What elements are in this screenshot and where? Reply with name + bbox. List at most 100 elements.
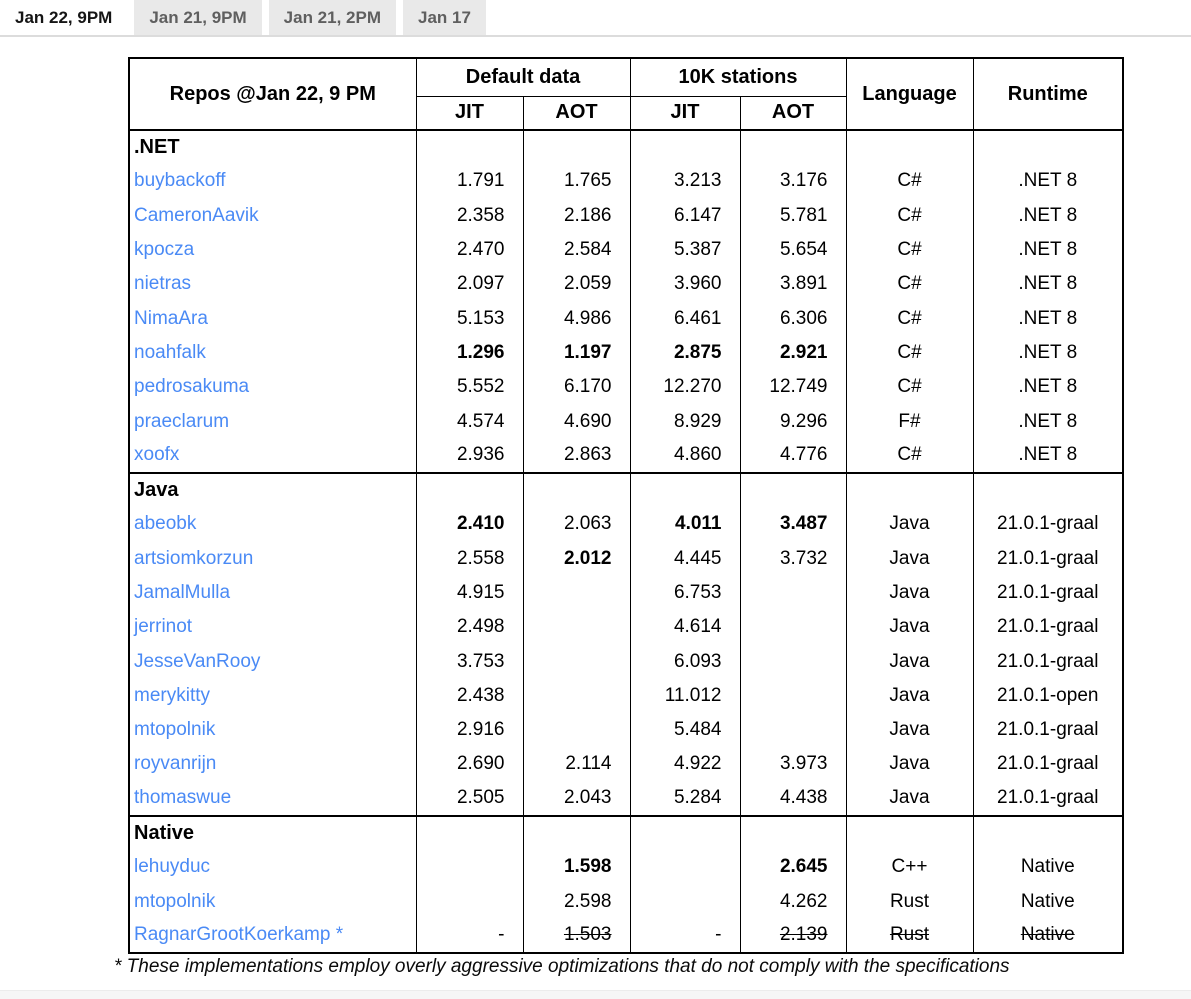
- value-cell: 6.093: [629, 644, 741, 679]
- tab-jan-22-9pm[interactable]: Jan 22, 9PM: [0, 0, 128, 35]
- value-cell: 2.505: [415, 781, 524, 816]
- section-row-native: Native: [128, 814, 1124, 851]
- repo-cell: kpocza: [128, 232, 417, 268]
- value-cell: 2.186: [522, 198, 631, 233]
- value-cell: 4.438: [739, 781, 847, 816]
- repo-link[interactable]: artsiomkorzun: [134, 547, 254, 569]
- value-cell: 2.584: [522, 232, 631, 268]
- value-cell: 2.114: [522, 747, 631, 782]
- value-cell: 1.197: [522, 335, 631, 371]
- value-cell: 2.043: [522, 781, 631, 816]
- value-cell: 5.484: [629, 713, 741, 748]
- value-cell: 9.296: [739, 404, 847, 439]
- value-cell: 2.690: [415, 747, 524, 782]
- value-cell: [522, 678, 631, 714]
- runtime-cell: .NET 8: [972, 164, 1124, 199]
- section-empty-cell: [739, 471, 847, 508]
- runtime-cell: 21.0.1-open: [972, 678, 1124, 714]
- repo-link[interactable]: JamalMulla: [134, 582, 231, 603]
- value-cell: 4.262: [739, 884, 847, 919]
- value-cell: 6.753: [629, 575, 741, 611]
- language-cell: Java: [845, 575, 974, 611]
- repo-link[interactable]: NimaAra: [134, 307, 208, 329]
- language-cell: C#: [845, 164, 974, 199]
- value-cell: 6.461: [629, 301, 741, 336]
- value-cell: 2.470: [415, 232, 524, 268]
- repo-cell: CameronAavik: [128, 198, 417, 233]
- repo-link[interactable]: kpocza: [134, 239, 195, 261]
- repo-link[interactable]: merykitty: [134, 684, 210, 706]
- value-cell: 6.306: [739, 301, 847, 336]
- repo-link[interactable]: thomaswue: [134, 787, 232, 809]
- tab-jan-21-9pm[interactable]: Jan 21, 9PM: [134, 0, 262, 35]
- language-cell: Java: [845, 781, 974, 816]
- tab-jan-21-2pm[interactable]: Jan 21, 2PM: [268, 0, 396, 35]
- value-cell: 2.936: [415, 438, 524, 473]
- repo-link[interactable]: noahfalk: [134, 341, 206, 363]
- table-row: royvanrijn 2.690 2.114 4.922 3.973 Java 21.0.1…: [128, 747, 1124, 782]
- repo-link[interactable]: praeclarum: [134, 410, 230, 432]
- value-cell: 3.487: [739, 507, 847, 542]
- repo-link[interactable]: abeobk: [134, 513, 197, 535]
- repo-cell: praeclarum: [128, 404, 417, 439]
- value-cell: 1.296: [415, 335, 524, 371]
- table-row: kpocza 2.470 2.584 5.387 5.654 C# .NET 8: [128, 232, 1124, 268]
- value-cell: 4.690: [522, 404, 631, 439]
- runtime-cell: .NET 8: [972, 438, 1124, 473]
- table-row: nietras 2.097 2.059 3.960 3.891 C# .NET 8: [128, 267, 1124, 302]
- value-cell: 1.765: [522, 164, 631, 199]
- runtime-cell: Native: [972, 850, 1124, 885]
- table-row: lehuyduc 1.598 2.645 C++ Native: [128, 850, 1124, 885]
- section-row-net: .NET: [128, 128, 1124, 165]
- language-cell: C++: [845, 850, 974, 885]
- language-cell: Rust: [845, 884, 974, 919]
- repo-link[interactable]: nietras: [134, 273, 192, 295]
- table-row: jerrinot 2.498 4.614 Java 21.0.1-graal: [128, 610, 1124, 645]
- value-cell: [522, 644, 631, 679]
- value-cell: 2.063: [522, 507, 631, 542]
- value-cell: 1.791: [415, 164, 524, 199]
- repo-link[interactable]: JesseVanRooy: [134, 650, 261, 672]
- value-cell: -: [629, 918, 741, 954]
- value-cell: 2.921: [739, 335, 847, 371]
- value-cell: 6.170: [522, 370, 631, 405]
- repo-link[interactable]: CameronAavik: [134, 204, 259, 226]
- repo-link[interactable]: buybackoff: [134, 170, 226, 192]
- repo-link[interactable]: lehuyduc: [134, 856, 211, 878]
- value-cell: 5.387: [629, 232, 741, 268]
- value-cell: [415, 884, 524, 919]
- tab-jan-17[interactable]: Jan 17: [402, 0, 486, 35]
- repo-link[interactable]: royvanrijn: [134, 753, 217, 775]
- repo-cell: RagnarGrootKoerkamp *: [128, 918, 417, 954]
- language-cell: C#: [845, 438, 974, 473]
- repo-cell: mtopolnik: [128, 884, 417, 919]
- table-row: mtopolnik 2.916 5.484 Java 21.0.1-graal: [128, 713, 1124, 748]
- value-cell: 2.358: [415, 198, 524, 233]
- value-cell: 4.574: [415, 404, 524, 439]
- value-cell: 5.781: [739, 198, 847, 233]
- runtime-cell: .NET 8: [972, 232, 1124, 268]
- repo-link[interactable]: mtopolnik: [134, 890, 216, 912]
- repo-link[interactable]: xoofx: [134, 444, 180, 466]
- section-label: .NET: [128, 128, 417, 165]
- value-cell: 5.153: [415, 301, 524, 336]
- repo-cell: mtopolnik: [128, 713, 417, 748]
- language-cell: C#: [845, 335, 974, 371]
- repo-link[interactable]: pedrosakuma: [134, 376, 250, 398]
- runtime-cell: 21.0.1-graal: [972, 781, 1124, 816]
- value-cell: 12.749: [739, 370, 847, 405]
- value-cell: 2.916: [415, 713, 524, 748]
- value-cell: 11.012: [629, 678, 741, 714]
- repo-link[interactable]: mtopolnik: [134, 719, 216, 741]
- repo-link[interactable]: jerrinot: [134, 616, 193, 638]
- repo-cell: artsiomkorzun: [128, 541, 417, 576]
- value-cell: 2.863: [522, 438, 631, 473]
- repo-link[interactable]: RagnarGrootKoerkamp *: [134, 924, 344, 946]
- value-cell: 3.973: [739, 747, 847, 782]
- value-cell: 4.445: [629, 541, 741, 576]
- runtime-cell: 21.0.1-graal: [972, 747, 1124, 782]
- value-cell: 2.645: [739, 850, 847, 885]
- value-cell: 2.598: [522, 884, 631, 919]
- value-cell: 5.654: [739, 232, 847, 268]
- language-cell: Java: [845, 610, 974, 645]
